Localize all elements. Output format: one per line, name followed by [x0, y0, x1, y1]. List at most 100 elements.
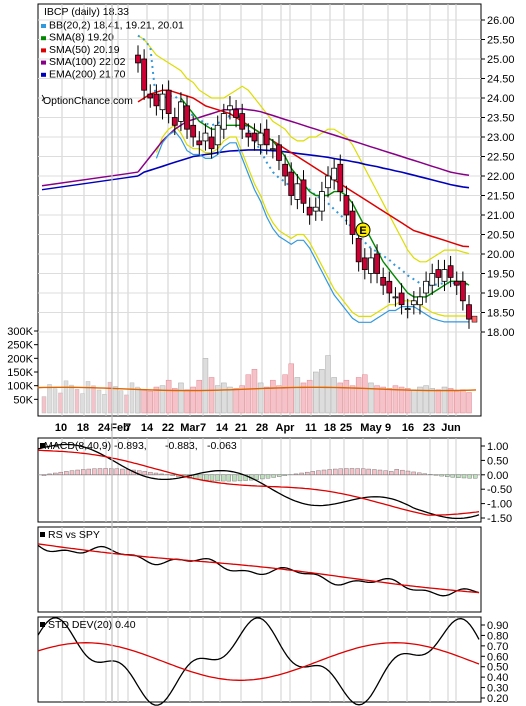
sma100-line-left [41, 171, 139, 187]
macd-histogram-bar [383, 470, 388, 475]
candle-down [435, 269, 442, 278]
legend-entry: EMA(200) 21.70 [49, 68, 126, 80]
volume-bar [58, 392, 63, 414]
volume-bar [165, 379, 172, 414]
x-tick-label: 14 [216, 422, 229, 434]
x-tick-label: 28 [256, 422, 268, 434]
macd-histogram-bar [41, 474, 47, 476]
rs-legend-title: RS vs SPY [48, 529, 100, 541]
x-tick-label: 10 [55, 422, 67, 434]
bollinger-envelope-line [155, 130, 469, 323]
macd-histogram-bar [198, 474, 204, 480]
price-y-tick-label: 26.00 [487, 15, 515, 27]
macd-y-tick-label: -1.00 [487, 499, 512, 511]
macd-histogram-bar [75, 469, 80, 475]
macd-legend-histogram: -0.063 [207, 440, 237, 452]
x-tick-label: 9 [385, 422, 391, 434]
volume-bar [184, 389, 190, 414]
volume-average-line [37, 386, 477, 392]
candle-down [453, 280, 460, 286]
macd-histogram-bar [361, 468, 366, 475]
volume-bar [404, 388, 411, 414]
macd-histogram-bar [333, 468, 338, 475]
candle-down [361, 257, 368, 270]
macd-histogram-bar [467, 474, 472, 479]
candle-up [331, 167, 338, 181]
macd-histogram-bar [53, 472, 58, 476]
macd-y-tick-label: 0.00 [487, 470, 508, 482]
candle-up [441, 269, 448, 282]
candle-up [423, 280, 429, 294]
volume-bar [270, 379, 276, 414]
volume-bar [368, 382, 374, 414]
volume-bar [453, 390, 460, 414]
macd-histogram-bar [433, 474, 439, 476]
stddev-y-tick-label: 0.90 [487, 620, 508, 632]
price-y-tick-label: 24.50 [487, 74, 515, 86]
macd-histogram-bar [103, 468, 108, 475]
candle-down [306, 206, 313, 216]
macd-histogram-bar [344, 468, 349, 476]
candle-down [288, 171, 295, 196]
candle-up [269, 148, 276, 151]
macd-histogram-bar [282, 474, 287, 476]
macd-histogram-bar [450, 474, 455, 478]
candle-down [245, 132, 252, 138]
volume-bar [429, 388, 435, 414]
candle-down [196, 140, 203, 146]
macd-histogram-bar [271, 474, 276, 478]
macd-histogram-bar [305, 471, 310, 476]
stddev-y-tick-label: 0.20 [487, 693, 508, 705]
legend-entry: SMA(50) 20.19 [49, 44, 120, 56]
macd-histogram-bar [204, 474, 209, 481]
macd-histogram-bar [159, 473, 164, 475]
legend-entry: SMA(8) 19.20 [49, 32, 114, 44]
volume-bar [202, 358, 209, 414]
volume-bar [96, 389, 102, 414]
macd-histogram-bar [148, 471, 153, 475]
price-chart-title: IBCP (daily) 18.33 [44, 6, 129, 18]
volume-bar [386, 388, 393, 414]
candle-down [337, 163, 344, 193]
earnings-marker: E [355, 222, 371, 238]
candle-up [404, 308, 411, 311]
volume-bar [41, 396, 47, 414]
price-y-tick-label: 23.50 [487, 113, 515, 125]
candle-down [251, 132, 258, 142]
macd-histogram-bar [316, 470, 321, 475]
macd-histogram-bar [366, 468, 371, 476]
volume-bar [69, 384, 74, 414]
volume-bar [466, 392, 472, 414]
rs-panel-frame [37, 526, 482, 613]
macd-histogram-bar [293, 473, 299, 476]
candle-down [349, 210, 356, 235]
ema200-line [137, 149, 470, 189]
volume-bar [417, 386, 423, 414]
stddev-y-tick-label: 0.60 [487, 651, 508, 663]
candle-down [386, 280, 393, 294]
volume-bar [47, 384, 52, 414]
macd-histogram-bar [97, 468, 103, 476]
candle-down [239, 113, 246, 130]
macd-histogram-bar [417, 472, 422, 476]
macd-legend-signal: -0.883, [165, 440, 198, 452]
candle-down [165, 89, 172, 114]
macd-histogram-bar [349, 468, 355, 475]
candle-up [312, 206, 319, 212]
stddev-y-tick-label: 0.80 [487, 630, 508, 642]
stddev-y-tick-label: 0.70 [487, 641, 508, 653]
macd-y-tick-label: -1.50 [487, 513, 512, 525]
candle-down [153, 93, 160, 107]
macd-histogram-bar [456, 474, 461, 478]
volume-bar [331, 377, 337, 414]
candle-down [208, 136, 215, 150]
macd-histogram-bar [120, 468, 125, 476]
candle-up [368, 257, 374, 274]
price-y-tick-label: 22.50 [487, 152, 515, 164]
earnings-marker-label: E [359, 225, 366, 237]
volume-y-tick-label: 250K [7, 340, 33, 352]
volume-bar [113, 386, 118, 414]
macd-histogram-bar [461, 474, 467, 479]
macd-histogram-bar [445, 474, 450, 477]
volume-bar [460, 389, 466, 414]
